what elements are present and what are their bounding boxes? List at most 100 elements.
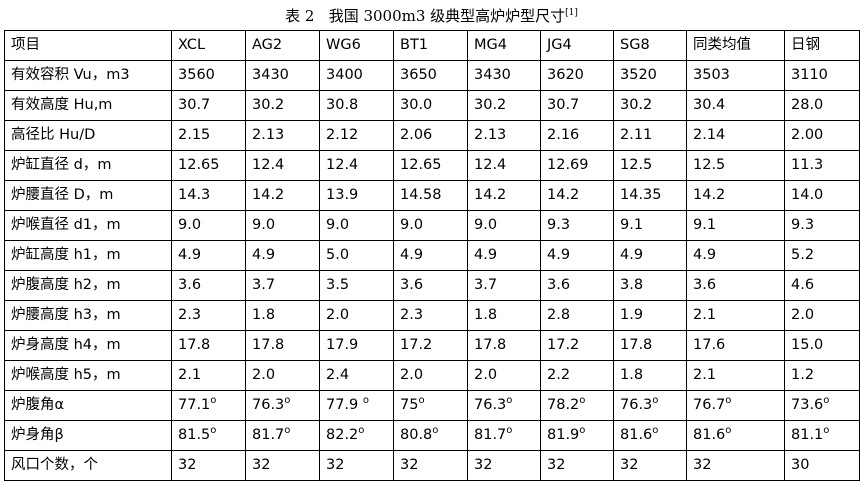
cell-value: 9.1 bbox=[620, 217, 644, 233]
value-cell: 2.4 bbox=[319, 360, 394, 391]
value-cell: 32 bbox=[393, 450, 468, 481]
value-cell: 81.6o bbox=[686, 420, 785, 451]
degree-unit: o bbox=[823, 425, 830, 436]
value-cell: 9.3 bbox=[540, 210, 614, 241]
table-row: 炉喉高度 h5，m 2.1 2.0 2.4 2.0 2.0 2.2 1.8 2.1 1.2 bbox=[4, 360, 860, 391]
table-row: 风口个数，个 32 32 32 32 32 32 32 32 30 bbox=[4, 450, 860, 481]
cell-value: 3400 bbox=[326, 67, 363, 83]
cell-value: 76.3 bbox=[474, 397, 507, 413]
value-cell: 2.1 bbox=[686, 360, 785, 391]
cell-value: 2.0 bbox=[326, 307, 350, 323]
header-cell-item: 项目 bbox=[4, 30, 172, 61]
value-cell: 2.11 bbox=[613, 120, 687, 151]
cell-value: 4.9 bbox=[178, 247, 202, 263]
value-cell: 17.8 bbox=[467, 330, 541, 361]
value-cell: 12.65 bbox=[393, 150, 468, 181]
value-cell: 14.3 bbox=[171, 180, 246, 211]
value-cell: 3110 bbox=[784, 60, 860, 91]
degree-unit: o bbox=[506, 425, 513, 436]
degree-unit: o bbox=[725, 425, 732, 436]
cell-value: 14.2 bbox=[547, 187, 580, 203]
cell-value: 9.3 bbox=[547, 217, 571, 233]
row-label: 炉身高度 h4，m bbox=[4, 330, 172, 361]
cell-value: 78.2 bbox=[547, 397, 580, 413]
value-cell: 5.0 bbox=[319, 240, 394, 271]
cell-value: 14.0 bbox=[791, 187, 824, 203]
value-cell: 12.65 bbox=[171, 150, 246, 181]
header-cell-furnace: WG6 bbox=[319, 30, 394, 61]
value-cell: 17.8 bbox=[245, 330, 320, 361]
cell-value: 32 bbox=[252, 457, 271, 473]
cell-value: 17.6 bbox=[693, 337, 726, 353]
value-cell: 2.0 bbox=[467, 360, 541, 391]
value-cell: 17.8 bbox=[171, 330, 246, 361]
cell-value: 2.1 bbox=[693, 367, 717, 383]
value-cell: 14.2 bbox=[467, 180, 541, 211]
value-cell: 30.7 bbox=[171, 90, 246, 121]
value-cell: 30.0 bbox=[393, 90, 468, 121]
value-cell: 28.0 bbox=[784, 90, 860, 121]
cell-value: 4.9 bbox=[620, 247, 644, 263]
value-cell: 2.14 bbox=[686, 120, 785, 151]
row-label: 炉喉高度 h5，m bbox=[4, 360, 172, 391]
cell-value: 3560 bbox=[178, 67, 215, 83]
cell-value: 2.16 bbox=[547, 127, 580, 143]
degree-unit: o bbox=[823, 395, 830, 406]
value-cell: 17.8 bbox=[613, 330, 687, 361]
cell-value: 2.0 bbox=[474, 367, 498, 383]
cell-value: 4.6 bbox=[791, 277, 815, 293]
header-cell-furnace: XCL bbox=[171, 30, 246, 61]
cell-value: 17.8 bbox=[178, 337, 211, 353]
degree-unit: o bbox=[432, 425, 439, 436]
degree-unit: o bbox=[418, 395, 425, 406]
value-cell: 14.2 bbox=[686, 180, 785, 211]
value-cell: 80.8o bbox=[393, 420, 468, 451]
cell-value: 81.1 bbox=[791, 427, 824, 443]
cell-value: 3.6 bbox=[400, 277, 424, 293]
row-label: 有效高度 Hu,m bbox=[4, 90, 172, 121]
value-cell: 30 bbox=[784, 450, 860, 481]
cell-value: 5.0 bbox=[326, 247, 350, 263]
value-cell: 76.3o bbox=[245, 390, 320, 421]
value-cell: 77.9 o bbox=[319, 390, 394, 421]
value-cell: 14.58 bbox=[393, 180, 468, 211]
value-cell: 32 bbox=[686, 450, 785, 481]
cell-value: 32 bbox=[693, 457, 712, 473]
value-cell: 76.3o bbox=[613, 390, 687, 421]
table-body: 项目 XCL AG2 WG6 BT1 MG4 JG4 SG8 同类均值 日钢 有效容积 Vu，m3 3… bbox=[4, 30, 860, 481]
cell-value: 81.7 bbox=[474, 427, 507, 443]
header-row: 项目 XCL AG2 WG6 BT1 MG4 JG4 SG8 同类均值 日钢 bbox=[4, 30, 860, 61]
cell-value: 2.1 bbox=[178, 367, 202, 383]
value-cell: 9.0 bbox=[319, 210, 394, 241]
cell-value: 17.8 bbox=[252, 337, 285, 353]
value-cell: 1.8 bbox=[613, 360, 687, 391]
value-cell: 2.00 bbox=[784, 120, 860, 151]
value-cell: 3520 bbox=[613, 60, 687, 91]
value-cell: 2.3 bbox=[393, 300, 468, 331]
value-cell: 30.2 bbox=[245, 90, 320, 121]
cell-value: 81.6 bbox=[620, 427, 653, 443]
cell-value: 12.4 bbox=[252, 157, 285, 173]
degree-unit: o bbox=[284, 425, 291, 436]
cell-value: 81.7 bbox=[252, 427, 285, 443]
value-cell: 3.7 bbox=[467, 270, 541, 301]
value-cell: 9.1 bbox=[686, 210, 785, 241]
cell-value: 30.7 bbox=[178, 97, 211, 113]
value-cell: 1.2 bbox=[784, 360, 860, 391]
value-cell: 2.8 bbox=[540, 300, 614, 331]
value-cell: 2.13 bbox=[467, 120, 541, 151]
cell-value: 2.11 bbox=[620, 127, 653, 143]
value-cell: 2.0 bbox=[245, 360, 320, 391]
cell-value: 14.3 bbox=[178, 187, 211, 203]
cell-value: 32 bbox=[326, 457, 345, 473]
cell-value: 2.13 bbox=[252, 127, 285, 143]
value-cell: 3620 bbox=[540, 60, 614, 91]
cell-value: 4.9 bbox=[400, 247, 424, 263]
value-cell: 30.2 bbox=[613, 90, 687, 121]
cell-value: 3650 bbox=[400, 67, 437, 83]
cell-value: 4.9 bbox=[547, 247, 571, 263]
table-row: 高径比 Hu/D 2.15 2.13 2.12 2.06 2.13 2.16 2.11 2.14… bbox=[4, 120, 860, 151]
cell-value: 17.8 bbox=[620, 337, 653, 353]
value-cell: 81.6o bbox=[613, 420, 687, 451]
value-cell: 3.5 bbox=[319, 270, 394, 301]
